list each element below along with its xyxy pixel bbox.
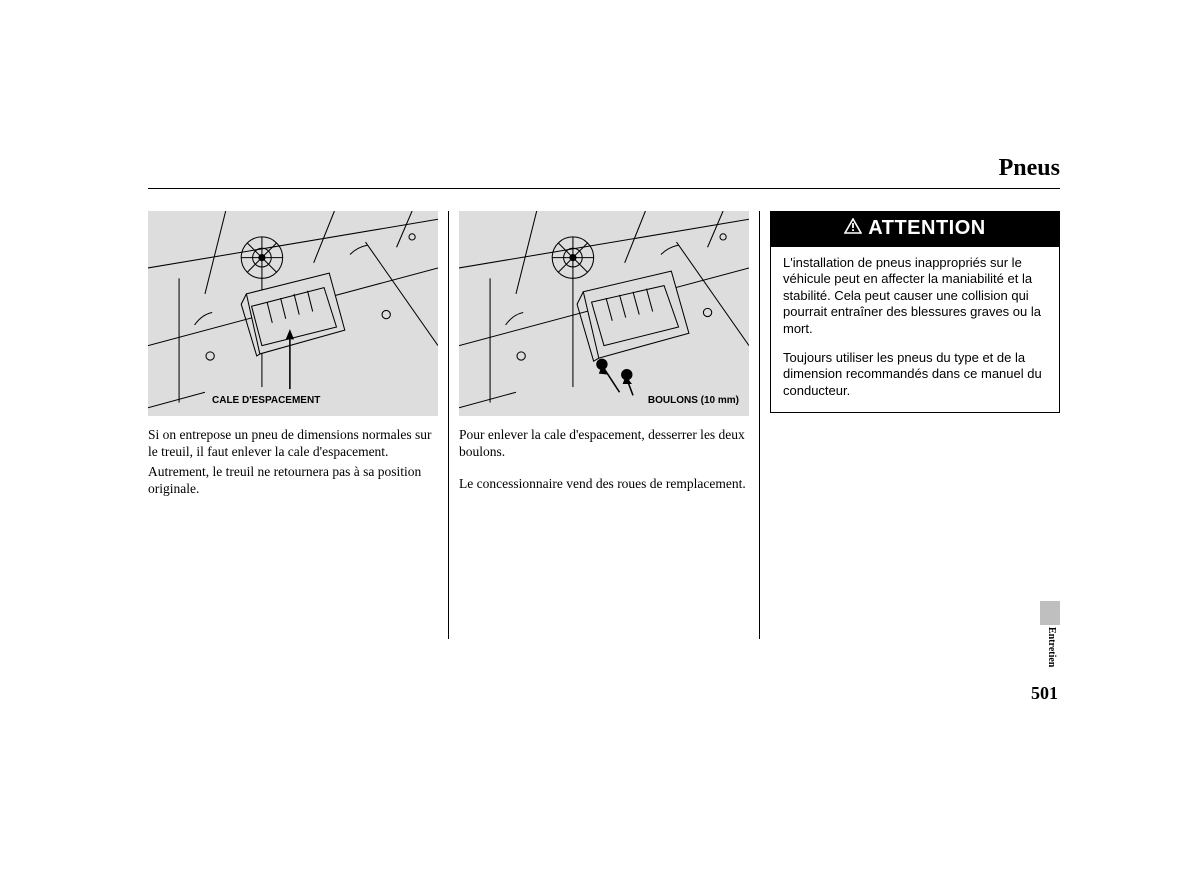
page-header: Pneus <box>148 155 1060 189</box>
warning-icon <box>844 216 862 242</box>
attention-box: ATTENTION L'installation de pneus inappr… <box>770 211 1060 413</box>
col2-para1: Pour enlever la cale d'espacement, desse… <box>459 426 749 461</box>
col1-para1: Si on entrepose un pneu de dimensions no… <box>148 426 438 461</box>
page-number: 501 <box>1031 683 1058 704</box>
attention-para1: L'installation de pneus inappropriés sur… <box>783 255 1047 338</box>
section-tab <box>1040 601 1060 625</box>
attention-heading-text: ATTENTION <box>868 216 985 242</box>
column-2: BOULONS (10 mm) Pour enlever la cale d'e… <box>449 211 760 639</box>
section-label: Entretien <box>1046 627 1057 667</box>
diagram-bolts: BOULONS (10 mm) <box>459 211 749 416</box>
page-title: Pneus <box>148 155 1060 182</box>
diagram-label-bolts: BOULONS (10 mm) <box>648 395 739 408</box>
attention-header: ATTENTION <box>771 212 1059 247</box>
spacer-diagram-svg <box>148 211 438 416</box>
col2-para2: Le concessionnaire vend des roues de rem… <box>459 475 749 492</box>
attention-body: L'installation de pneus inappropriés sur… <box>771 247 1059 412</box>
bolts-diagram-svg <box>459 211 749 416</box>
diagram-label-spacer: CALE D'ESPACEMENT <box>212 395 320 408</box>
attention-para2: Toujours utiliser les pneus du type et d… <box>783 350 1047 400</box>
col1-para2: Autrement, le treuil ne retournera pas à… <box>148 463 438 498</box>
column-1: CALE D'ESPACEMENT Si on entrepose un pne… <box>148 211 449 639</box>
column-3: ATTENTION L'installation de pneus inappr… <box>760 211 1060 639</box>
manual-page: Pneus <box>148 155 1060 639</box>
diagram-spacer: CALE D'ESPACEMENT <box>148 211 438 416</box>
content-columns: CALE D'ESPACEMENT Si on entrepose un pne… <box>148 211 1060 639</box>
